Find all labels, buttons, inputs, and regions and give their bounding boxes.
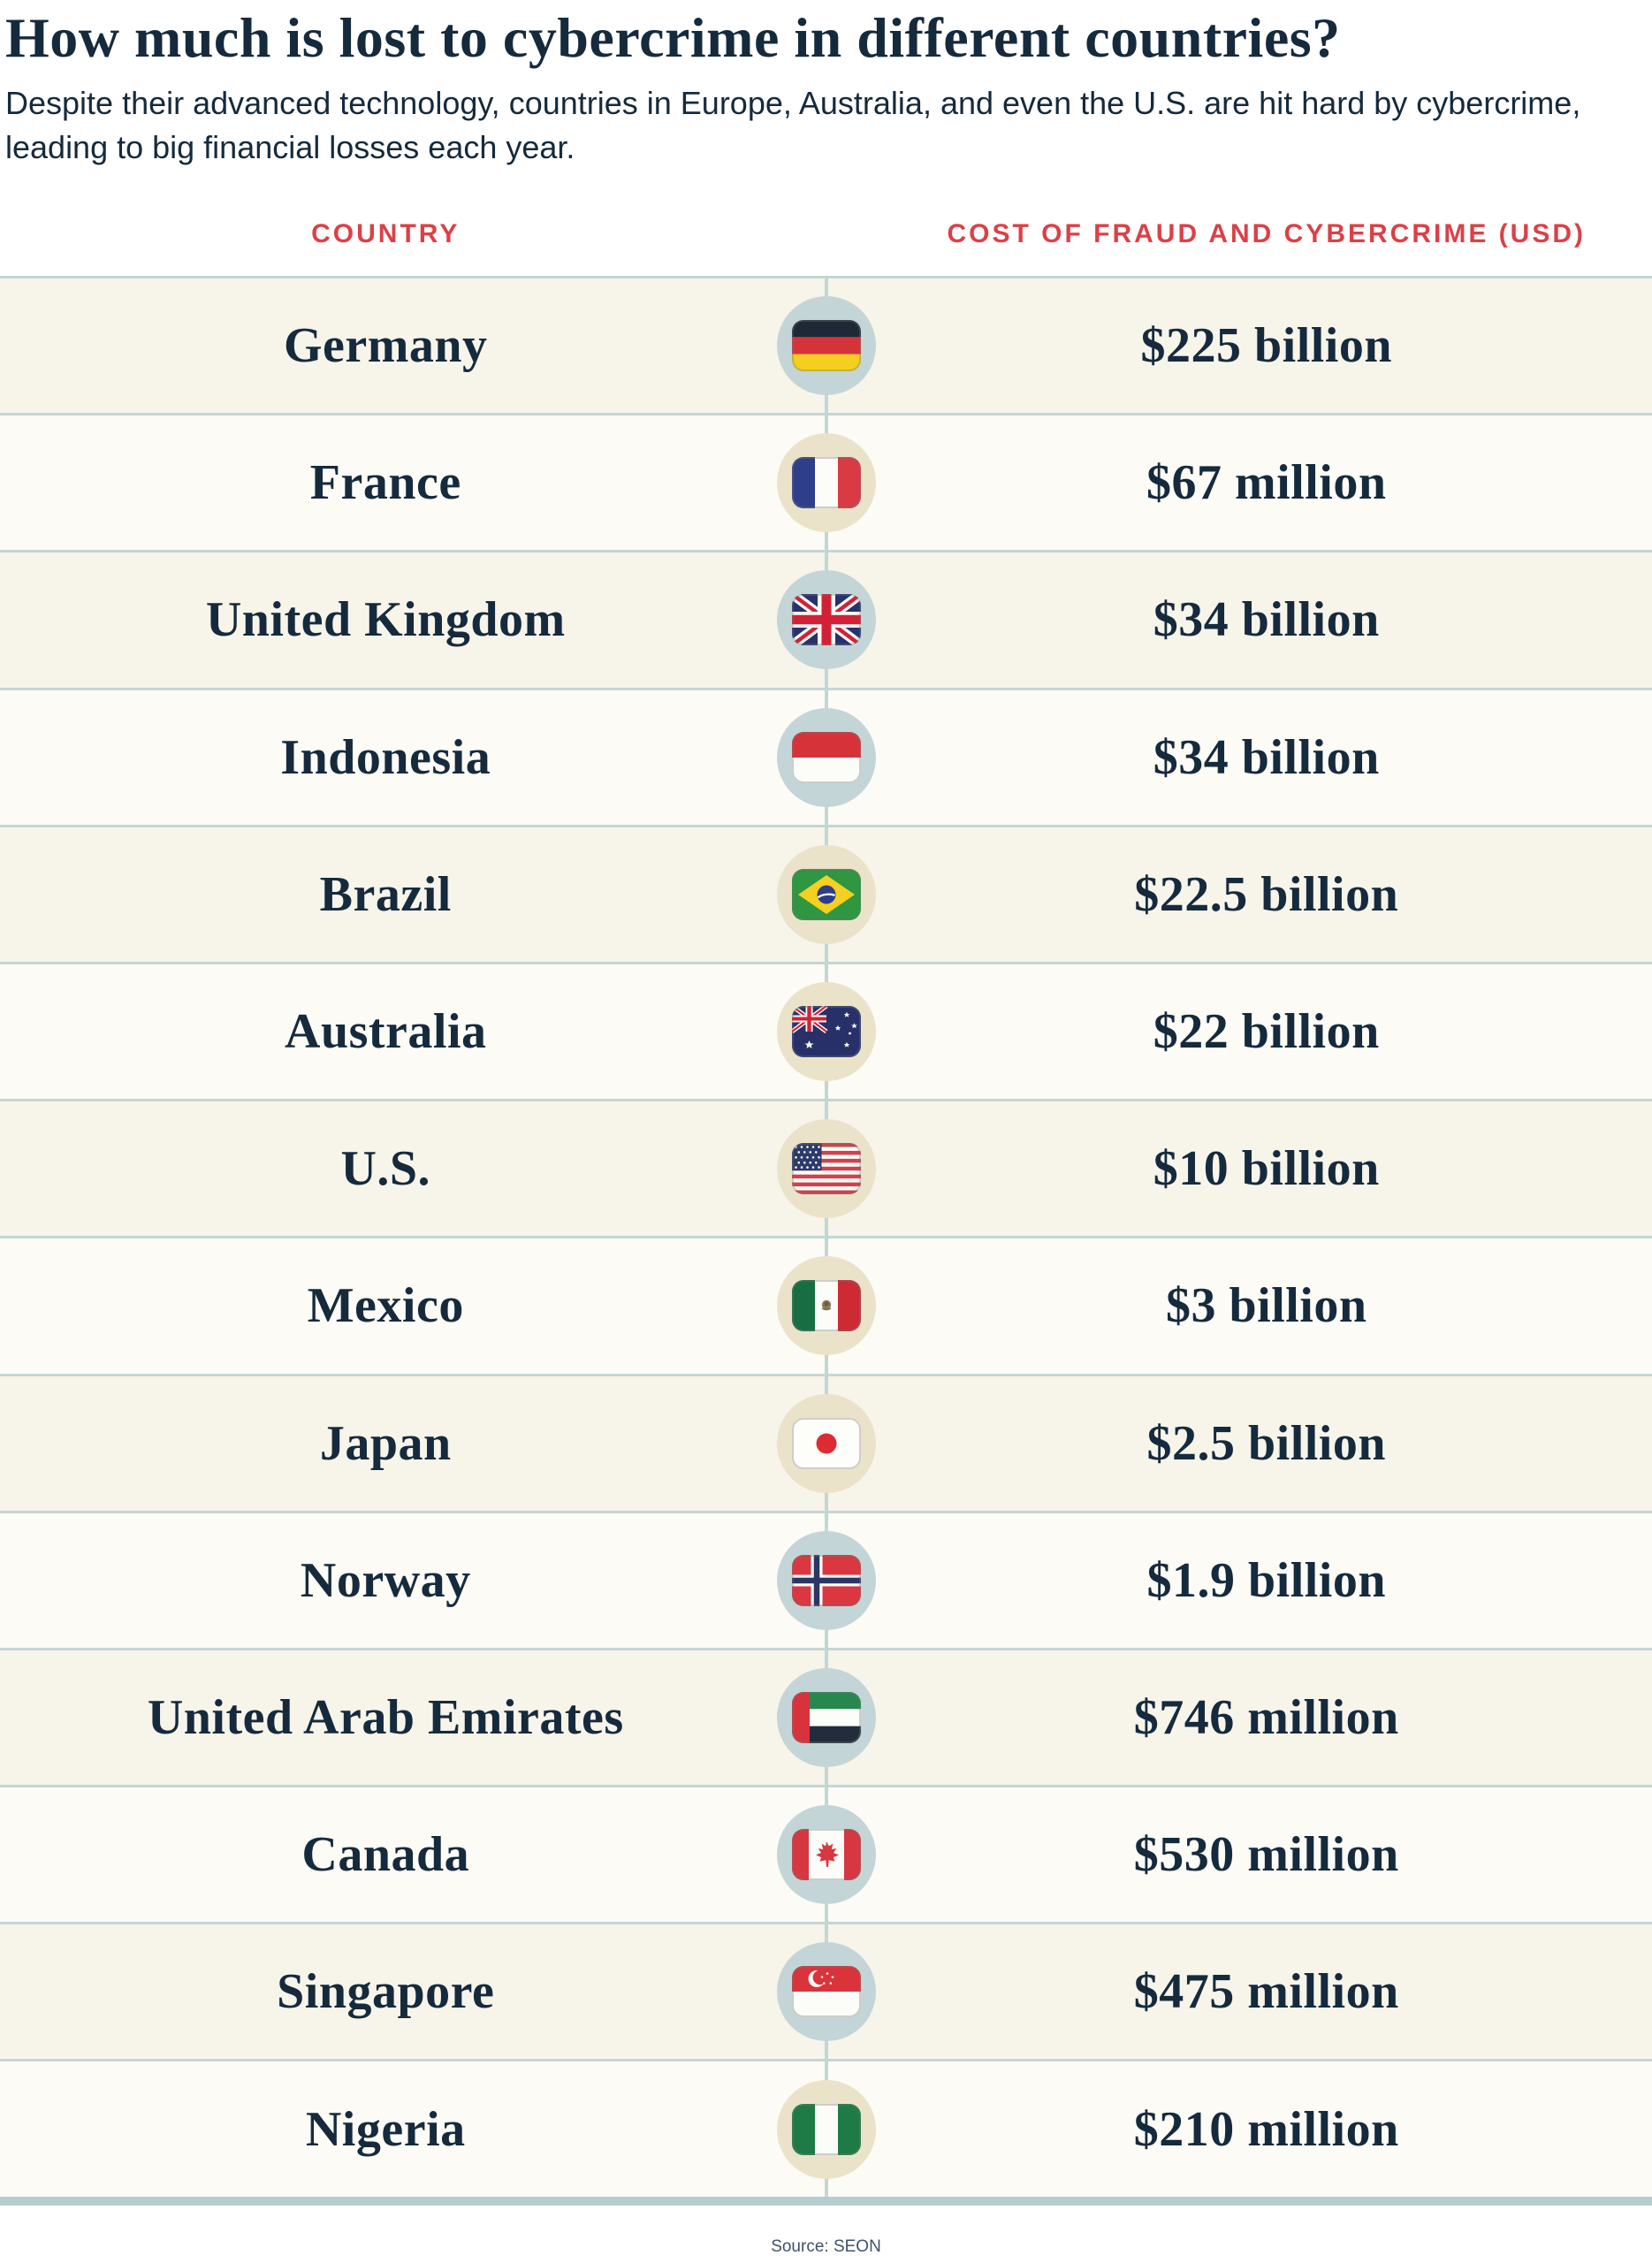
cost-value: $746 million (1133, 1689, 1399, 1745)
flag-circle (776, 1530, 876, 1630)
flag-circle (776, 433, 876, 533)
germany-flag-icon (791, 320, 861, 372)
country-name: Nigeria (305, 2101, 466, 2157)
flag-circle (776, 1942, 876, 2042)
source-note: Source: SEON (771, 2236, 881, 2256)
norway-flag-icon (791, 1554, 861, 1606)
flag-cell (772, 433, 881, 533)
country-name: Japan (319, 1415, 452, 1471)
table-bottom-bar (0, 2196, 1652, 2206)
cost-value: $67 million (1146, 455, 1387, 511)
table-row: Mexico $3 billion (0, 1236, 1652, 1374)
country-name: Germany (283, 318, 488, 374)
flag-circle (776, 982, 876, 1082)
country-name: United Kingdom (205, 592, 566, 648)
cost-value: $225 billion (1140, 318, 1393, 374)
us-flag-icon (791, 1143, 861, 1195)
country-name: Norway (300, 1552, 471, 1608)
flag-cell (772, 844, 881, 944)
table-row: Norway $1.9 billion (0, 1510, 1652, 1648)
cost-value: $2.5 billion (1146, 1415, 1387, 1471)
cost-value: $3 billion (1165, 1278, 1367, 1334)
japan-flag-icon (791, 1417, 861, 1469)
flag-cell (772, 1805, 881, 1905)
flag-circle (776, 1393, 876, 1493)
flag-cell (772, 1667, 881, 1767)
cost-value: $22 billion (1153, 1004, 1380, 1060)
singapore-flag-icon (791, 1966, 861, 2018)
table-row: Japan $2.5 billion (0, 1373, 1652, 1511)
cost-value: $10 billion (1153, 1141, 1380, 1197)
flag-circle (776, 1667, 876, 1767)
center-connector-line (824, 276, 828, 2197)
france-flag-icon (791, 457, 861, 509)
brazil-flag-icon (791, 868, 861, 920)
column-header-cost: COST OF FRAUD AND CYBERCRIME (USD) (947, 219, 1587, 248)
flag-circle (776, 1256, 876, 1356)
flag-circle (776, 296, 876, 396)
country-name: Indonesia (280, 729, 491, 785)
page-title: How much is lost to cybercrime in differ… (5, 6, 1341, 69)
flag-cell (772, 1256, 881, 1356)
flag-cell (772, 1119, 881, 1219)
table-row: United Arab Emirates $746 million (0, 1647, 1652, 1786)
country-name: United Arab Emirates (147, 1689, 624, 1745)
table-row: Singapore $475 million (0, 1922, 1652, 2060)
table-row: Germany $225 billion (0, 276, 1652, 414)
flag-circle (776, 1805, 876, 1905)
country-name: Singapore (277, 1964, 495, 2020)
nigeria-flag-icon (791, 2103, 861, 2155)
canada-flag-icon (791, 1829, 861, 1881)
table-row: U.S. $10 billion (0, 1099, 1652, 1237)
table-row: Nigeria $210 million (0, 2059, 1652, 2197)
australia-flag-icon (791, 1006, 861, 1058)
page-subtitle: Despite their advanced technology, count… (5, 85, 1581, 165)
cost-value: $530 million (1133, 1827, 1399, 1883)
flag-cell (772, 570, 881, 670)
table-row: United Kingdom $34 billion (0, 550, 1652, 688)
flag-circle (776, 1119, 876, 1219)
flag-circle (776, 707, 876, 807)
table-row: France $67 million (0, 413, 1652, 551)
flag-cell (772, 296, 881, 396)
country-name: U.S. (340, 1141, 431, 1197)
cost-value: $22.5 billion (1134, 866, 1399, 922)
flag-cell (772, 2079, 881, 2179)
cost-value: $1.9 billion (1146, 1552, 1387, 1608)
country-table: Germany $225 billion France $67 million … (0, 276, 1652, 2197)
flag-cell (772, 982, 881, 1082)
uk-flag-icon (791, 594, 861, 646)
flag-cell (772, 1393, 881, 1493)
mexico-flag-icon (791, 1280, 861, 1332)
table-row: Brazil $22.5 billion (0, 824, 1652, 962)
country-name: Mexico (307, 1278, 464, 1334)
table-row: Australia $22 billion (0, 961, 1652, 1100)
country-name: Brazil (319, 866, 452, 922)
cost-value: $475 million (1133, 1964, 1399, 2020)
uae-flag-icon (791, 1691, 861, 1743)
flag-circle (776, 844, 876, 944)
cost-value: $34 billion (1153, 592, 1380, 648)
country-name: Australia (285, 1004, 487, 1060)
country-name: France (309, 455, 461, 511)
country-name: Canada (301, 1827, 470, 1883)
flag-circle (776, 570, 876, 670)
table-row: Indonesia $34 billion (0, 687, 1652, 825)
flag-cell (772, 707, 881, 807)
flag-cell (772, 1530, 881, 1630)
table-row: Canada $530 million (0, 1785, 1652, 1923)
column-header-country: COUNTRY (311, 219, 461, 248)
indonesia-flag-icon (791, 731, 861, 783)
flag-circle (776, 2079, 876, 2179)
column-headers: COUNTRY COST OF FRAUD AND CYBERCRIME (US… (0, 217, 1652, 251)
flag-cell (772, 1942, 881, 2042)
cost-value: $210 million (1133, 2101, 1399, 2157)
cost-value: $34 billion (1153, 729, 1380, 785)
